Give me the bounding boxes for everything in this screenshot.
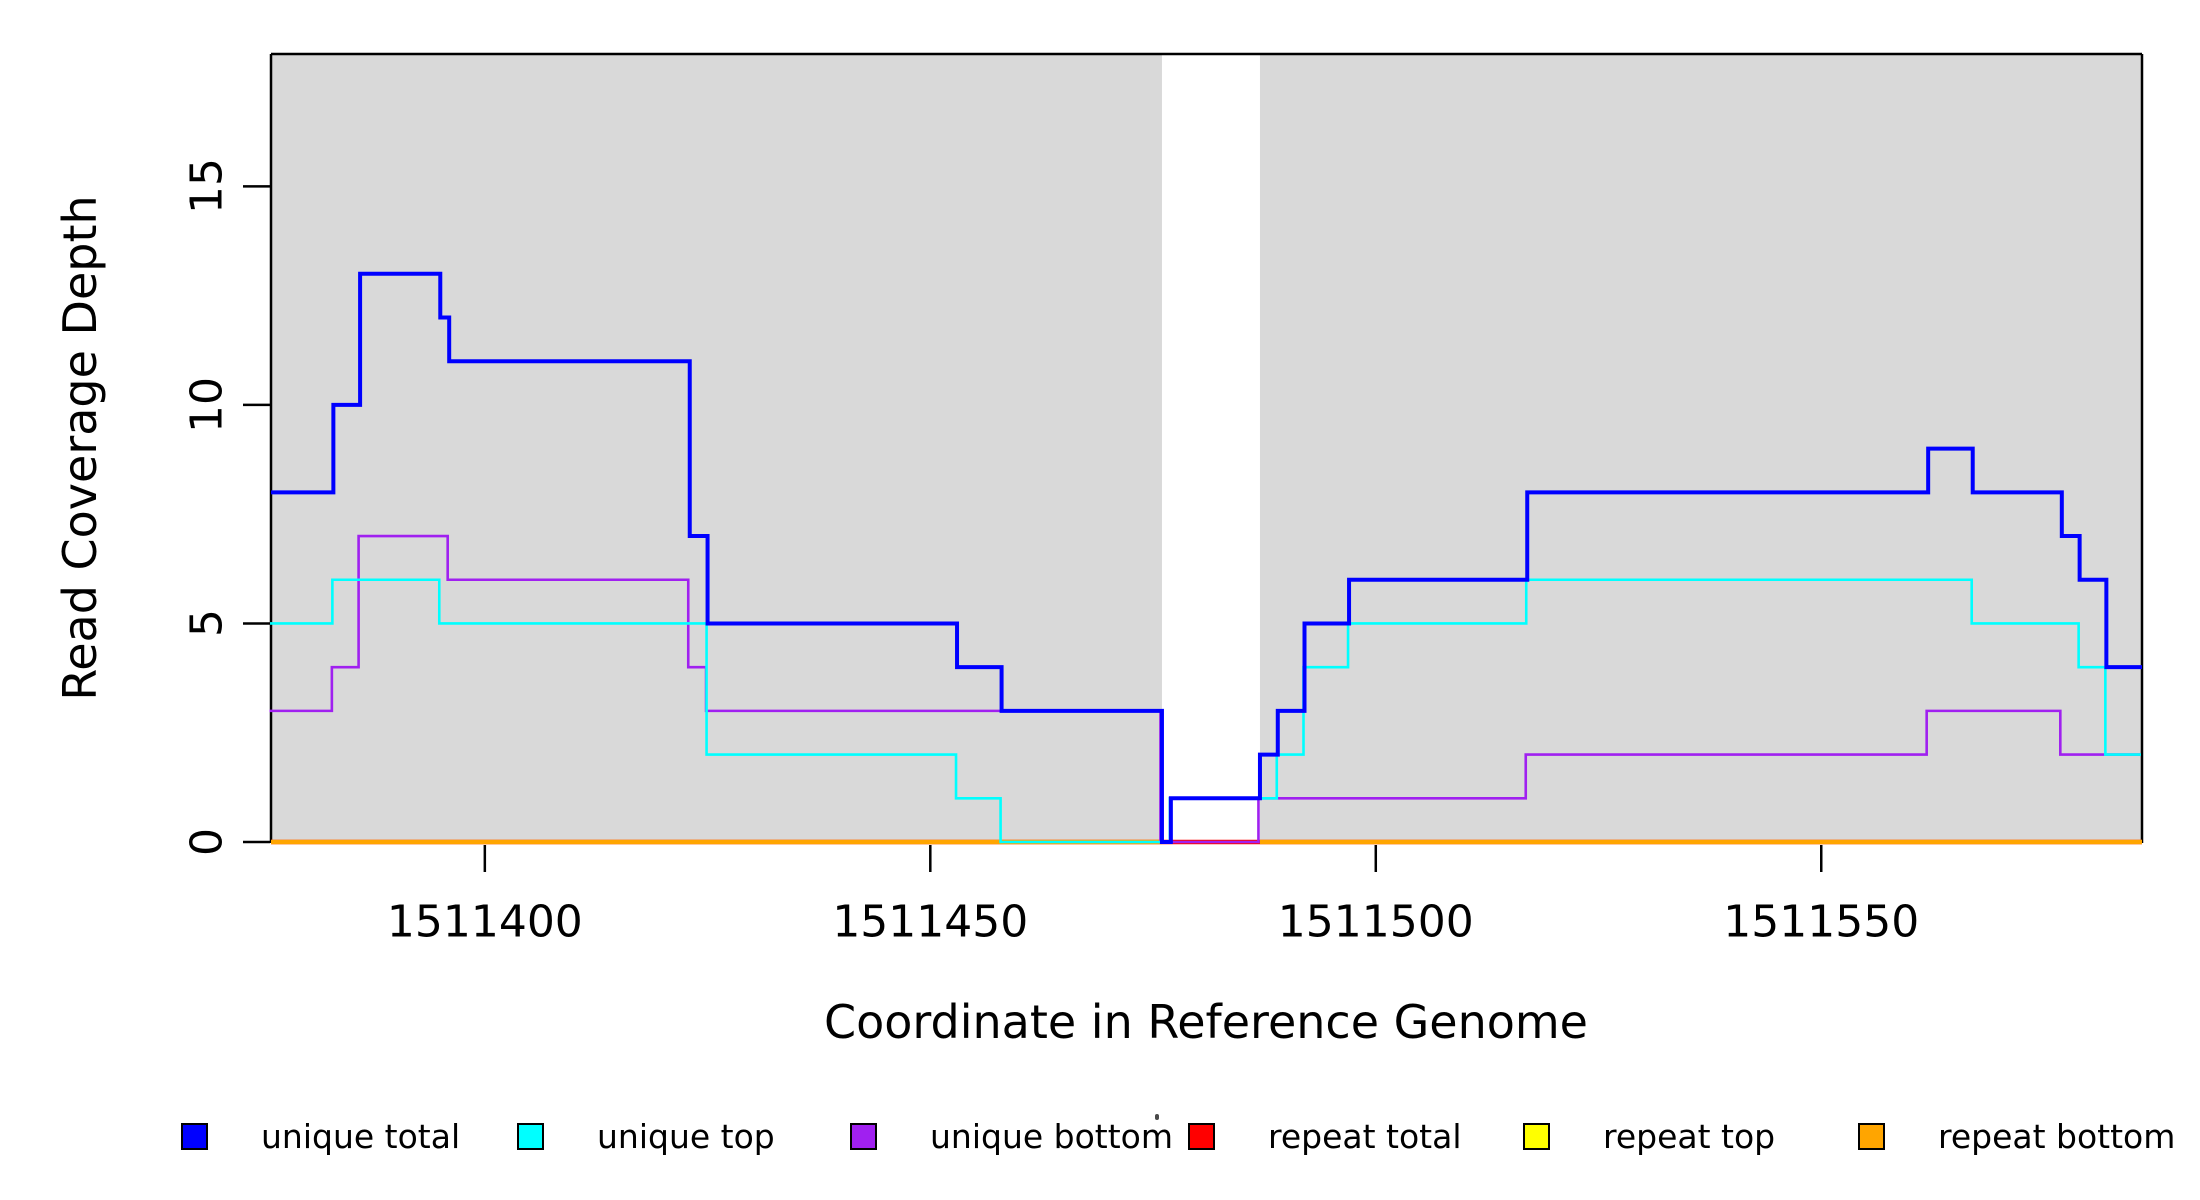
legend-swatch-icon — [181, 1122, 208, 1150]
y-tick-label: 15 — [181, 158, 233, 215]
legend-swatch-icon — [850, 1122, 877, 1150]
y-tick-label: 5 — [181, 609, 233, 638]
legend-swatch-icon — [517, 1122, 544, 1150]
series-unique-bottom — [269, 534, 2141, 844]
series-unique-total — [271, 271, 2142, 844]
legend-entry-unique-total: unique total — [181, 1112, 460, 1160]
y-axis-title: Read Coverage Depth — [53, 195, 107, 701]
legend: unique total unique top unique bottom repea… — [0, 1112, 2200, 1160]
legend-swatch-icon — [1188, 1122, 1215, 1150]
shaded-region — [271, 54, 1162, 842]
legend-label: repeat top — [1603, 1116, 1776, 1156]
legend-label: unique top — [597, 1116, 775, 1156]
shaded-region — [1259, 54, 2142, 842]
x-tick-label: 1511550 — [1723, 896, 1920, 948]
stray-dot — [1155, 1114, 1159, 1120]
y-tick-label: 0 — [181, 828, 233, 856]
series-unique-top — [270, 578, 2141, 844]
legend-entry-repeat-total: repeat total — [1188, 1112, 1462, 1160]
legend-swatch-icon — [1523, 1122, 1550, 1150]
legend-swatch-icon — [1858, 1122, 1885, 1150]
legend-entry-repeat-top: repeat top — [1523, 1112, 1775, 1160]
x-tick-label: 1511400 — [386, 896, 583, 948]
x-axis-title: Coordinate in Reference Genome — [824, 995, 1588, 1049]
legend-entry-repeat-bottom: repeat bottom — [1858, 1112, 2175, 1160]
legend-label: repeat total — [1268, 1116, 1462, 1156]
y-tick-label: 10 — [181, 376, 233, 433]
legend-label: repeat bottom — [1938, 1116, 2176, 1156]
legend-entry-unique-bottom: unique bottom — [850, 1112, 1173, 1160]
x-tick-label: 1511450 — [832, 896, 1029, 948]
x-tick-label: 1511500 — [1277, 896, 1474, 948]
legend-label: unique bottom — [930, 1116, 1174, 1156]
legend-entry-unique-top: unique top — [517, 1112, 775, 1160]
legend-label: unique total — [261, 1116, 461, 1156]
